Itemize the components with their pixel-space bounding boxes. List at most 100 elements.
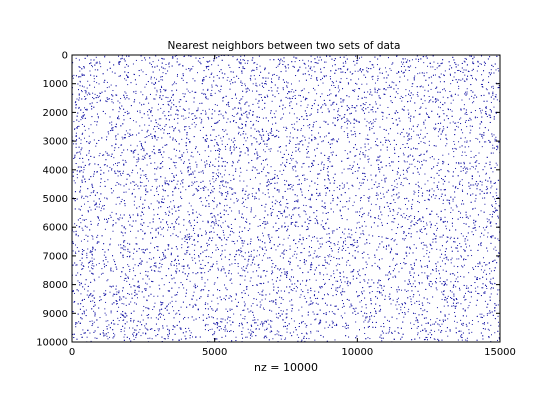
- nonzero-point: [426, 246, 428, 248]
- nonzero-point: [181, 265, 183, 267]
- nonzero-point: [381, 222, 383, 224]
- nonzero-point: [73, 198, 75, 200]
- nonzero-point: [211, 266, 213, 268]
- nonzero-point: [208, 239, 210, 241]
- nonzero-point: [124, 240, 126, 242]
- nonzero-point: [286, 275, 288, 277]
- nonzero-point: [491, 135, 493, 137]
- nonzero-point: [468, 98, 470, 100]
- nonzero-point: [230, 198, 232, 200]
- nonzero-point: [321, 106, 323, 108]
- nonzero-point: [80, 205, 82, 207]
- nonzero-point: [226, 79, 228, 81]
- nonzero-point: [158, 313, 160, 315]
- nonzero-point: [368, 234, 370, 236]
- nonzero-point: [282, 215, 284, 217]
- nonzero-point: [426, 275, 428, 277]
- nonzero-point: [403, 109, 405, 111]
- nonzero-point: [474, 207, 476, 209]
- nonzero-point: [419, 337, 421, 339]
- nonzero-point: [408, 66, 410, 68]
- nonzero-point: [123, 319, 125, 321]
- nonzero-point: [452, 200, 454, 202]
- nonzero-point: [317, 330, 319, 332]
- nonzero-point: [444, 216, 446, 218]
- nonzero-point: [82, 329, 84, 331]
- nonzero-point: [274, 170, 276, 171]
- nonzero-point: [284, 179, 286, 181]
- nonzero-point: [194, 225, 196, 226]
- nonzero-point: [194, 283, 196, 285]
- nonzero-point: [207, 61, 209, 63]
- nonzero-point: [418, 191, 420, 193]
- nonzero-point: [434, 330, 436, 332]
- nonzero-point: [394, 239, 396, 241]
- nonzero-point: [321, 220, 323, 222]
- nonzero-point: [221, 180, 223, 182]
- nonzero-point: [213, 129, 215, 131]
- nonzero-point: [481, 265, 483, 267]
- nonzero-point: [185, 68, 187, 70]
- nonzero-point: [241, 98, 243, 100]
- nonzero-point: [244, 240, 246, 242]
- nonzero-point: [328, 132, 330, 134]
- nonzero-point: [421, 160, 423, 162]
- nonzero-point: [191, 184, 193, 186]
- nonzero-point: [229, 331, 231, 333]
- nonzero-point: [284, 271, 286, 273]
- nonzero-point: [96, 124, 98, 126]
- nonzero-point: [194, 303, 196, 305]
- nonzero-point: [465, 298, 467, 300]
- nonzero-point: [349, 108, 351, 110]
- nonzero-point: [470, 150, 472, 152]
- nonzero-point: [171, 84, 173, 86]
- nonzero-point: [149, 337, 151, 339]
- nonzero-point: [340, 127, 342, 129]
- nonzero-point: [466, 141, 468, 143]
- nonzero-point: [142, 310, 144, 312]
- nonzero-point: [192, 78, 194, 80]
- nonzero-point: [75, 326, 77, 328]
- nonzero-point: [450, 83, 452, 85]
- nonzero-point: [304, 340, 306, 342]
- nonzero-point: [335, 265, 337, 267]
- nonzero-point: [209, 180, 211, 182]
- nonzero-point: [153, 270, 155, 272]
- nonzero-point: [348, 120, 350, 122]
- nonzero-point: [223, 174, 225, 176]
- nonzero-point: [348, 188, 350, 190]
- nonzero-point: [240, 118, 242, 120]
- nonzero-point: [420, 129, 422, 131]
- nonzero-point: [116, 197, 118, 199]
- nonzero-point: [314, 137, 316, 139]
- nonzero-point: [160, 301, 162, 303]
- nonzero-point: [366, 313, 368, 315]
- nonzero-point: [325, 135, 327, 137]
- nonzero-point: [432, 241, 434, 243]
- nonzero-point: [487, 221, 489, 223]
- nonzero-point: [266, 185, 268, 187]
- nonzero-point: [298, 94, 300, 96]
- nonzero-point: [318, 193, 320, 195]
- nonzero-point: [475, 265, 477, 267]
- nonzero-point: [117, 133, 119, 135]
- nonzero-point: [116, 303, 117, 305]
- nonzero-point: [318, 59, 320, 61]
- nonzero-point: [293, 320, 295, 322]
- nonzero-point: [106, 136, 108, 138]
- nonzero-point: [442, 183, 444, 185]
- nonzero-point: [369, 209, 371, 211]
- nonzero-point: [469, 301, 471, 303]
- nonzero-point: [427, 302, 429, 304]
- nonzero-point: [97, 116, 99, 118]
- nonzero-point: [90, 250, 91, 252]
- nonzero-point: [283, 238, 285, 240]
- nonzero-point: [139, 329, 141, 331]
- nonzero-point: [388, 244, 390, 246]
- nonzero-point: [255, 120, 257, 122]
- nonzero-point: [188, 108, 190, 110]
- nonzero-point: [194, 257, 196, 259]
- nonzero-point: [299, 296, 301, 298]
- nonzero-point: [112, 225, 114, 227]
- nonzero-point: [357, 296, 359, 298]
